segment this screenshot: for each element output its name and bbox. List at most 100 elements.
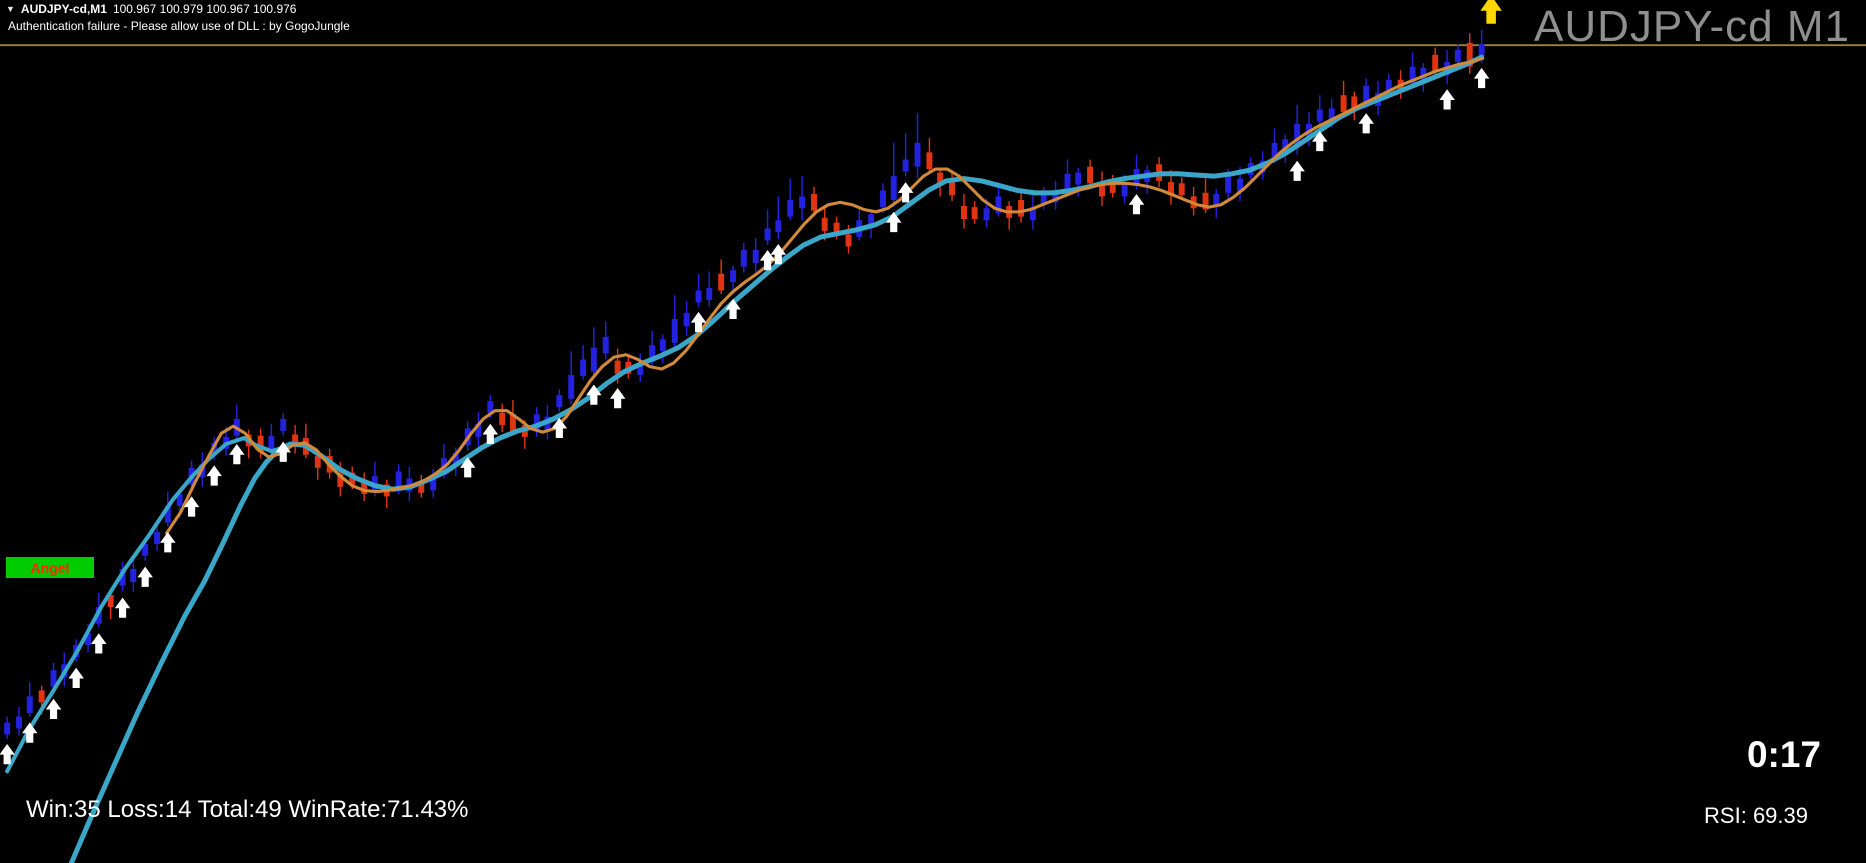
candle-body (1294, 123, 1301, 148)
candle-body (1052, 190, 1059, 203)
symbol-label: AUDJPY-cd,M1 (20, 2, 107, 16)
buy-arrow-icon (137, 566, 153, 587)
candle-body (164, 505, 171, 523)
buy-arrow-icon (45, 698, 62, 719)
candle-body (1064, 173, 1071, 191)
candle-body (280, 419, 287, 431)
candle-body (902, 159, 909, 172)
candle-body (1109, 180, 1116, 193)
candle-body (475, 423, 482, 437)
buy-arrow-icon (1439, 89, 1455, 110)
candle-body (337, 473, 344, 487)
candle-body (176, 493, 183, 506)
candle-body (1213, 194, 1220, 206)
candle-body (1121, 184, 1128, 197)
chart-titlebar: ▼ AUDJPY-cd,M1 100.967 100.979 100.967 1… (6, 2, 296, 16)
ma-teal-slow-line (68, 54, 1485, 863)
buy-arrow-icon (0, 743, 15, 765)
top-signal-arrow-icon (1480, 0, 1502, 24)
candle-body (602, 336, 609, 354)
buy-arrow-icon (551, 417, 568, 439)
buy-arrow-icon (725, 298, 741, 320)
buy-arrows-layer (0, 67, 1490, 765)
chart-watermark: AUDJPY-cd M1 (1533, 2, 1850, 51)
candle-body (926, 152, 933, 170)
candle-body (568, 374, 575, 399)
candle-body (452, 452, 459, 465)
chart-dropdown-icon[interactable]: ▼ (6, 4, 15, 14)
candle-body (314, 455, 321, 468)
buy-arrow-icon (91, 633, 107, 654)
buy-arrow-icon (1473, 67, 1490, 89)
buy-arrow-icon (609, 388, 626, 409)
buy-arrow-icon (1289, 160, 1305, 181)
candle-body (1454, 49, 1461, 62)
candle-body (995, 196, 1002, 214)
candle-body (775, 220, 782, 233)
candle-body (983, 208, 990, 221)
buy-arrow-icon (770, 244, 787, 265)
candle-body (718, 273, 725, 291)
candle-body (556, 395, 563, 408)
candle-body (914, 142, 921, 167)
candle-body (395, 471, 402, 489)
candle-body (1328, 108, 1335, 121)
candle-body (26, 696, 33, 714)
candle-body (740, 249, 747, 267)
candle-body (1237, 178, 1244, 192)
candle-body (533, 414, 540, 431)
candle-body (268, 435, 275, 449)
candle-body (50, 670, 57, 687)
candle-body (671, 319, 678, 343)
candle-body (85, 633, 92, 646)
candle-body (1168, 182, 1174, 196)
candle-body (142, 543, 149, 556)
candle-body (659, 339, 666, 352)
ma-orange-line (165, 56, 1485, 535)
candle-body (1040, 192, 1047, 205)
candle-body (4, 722, 11, 735)
candle-body (361, 482, 368, 494)
candle-body (509, 414, 516, 431)
candle-body (799, 196, 806, 209)
buy-arrow-icon (482, 423, 499, 444)
candle-body (1075, 172, 1082, 185)
candle-body (1225, 176, 1232, 193)
candle-body (730, 270, 737, 283)
candle-body (487, 401, 494, 414)
buy-arrow-icon (22, 722, 38, 743)
candle-body (292, 434, 299, 447)
candles-layer (4, 29, 1485, 740)
buy-arrow-icon (586, 384, 602, 405)
candle-body (890, 176, 897, 200)
candle-body (649, 345, 656, 362)
candle-body (811, 194, 817, 211)
candle-body (1018, 199, 1025, 217)
buy-arrow-icon (885, 211, 902, 233)
candle-body (1432, 54, 1439, 72)
buy-arrow-icon (897, 182, 914, 203)
buy-arrow-icon (1128, 194, 1145, 215)
buy-arrow-icon (1358, 113, 1374, 134)
candle-body (130, 568, 137, 583)
candle-body (706, 288, 713, 300)
candle-body (637, 363, 644, 375)
dll-warning-text: Authentication failure - Please allow us… (8, 19, 350, 33)
buy-arrow-icon (459, 457, 476, 478)
candle-body (1478, 44, 1485, 56)
candle-body (119, 568, 126, 586)
candle-body (937, 172, 944, 185)
candle-body (868, 214, 875, 227)
candle-body (1385, 79, 1392, 92)
candle-body (960, 205, 967, 220)
candle-body (1466, 42, 1473, 67)
candle-body (695, 290, 702, 303)
candle-body (257, 435, 264, 453)
candle-body (1420, 67, 1427, 80)
candle-body (107, 595, 114, 608)
buy-arrow-icon (160, 532, 176, 553)
candle-body (590, 347, 597, 372)
buy-arrow-icon (229, 443, 245, 465)
candle-body (880, 190, 886, 208)
